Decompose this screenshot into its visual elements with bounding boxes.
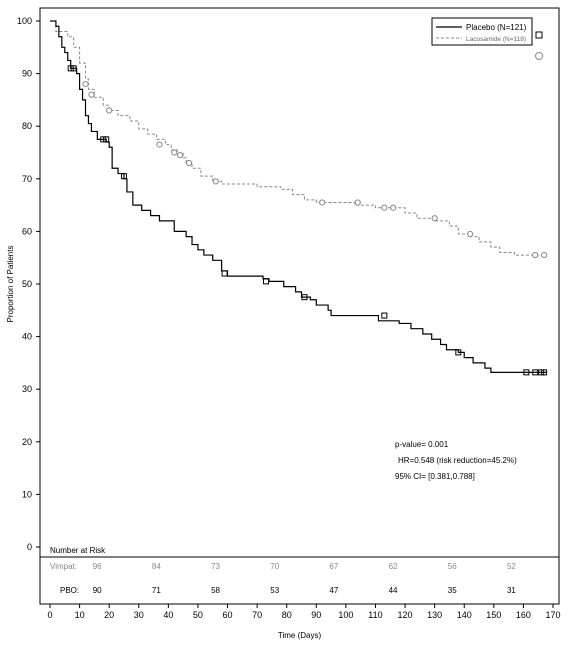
censor-marker-lacosamide	[381, 204, 388, 211]
y-axis: 0 10 20 30 40 50 60 70 80 90 100	[17, 16, 40, 552]
risk-count: 73	[211, 562, 220, 571]
censor-marker-placebo	[103, 136, 110, 143]
x-tick-label: 110	[368, 610, 382, 620]
annotation-hazard-ratio: HR=0.548 (risk reduction=45.2%)	[398, 456, 517, 465]
series-line-placebo	[50, 20, 548, 373]
censor-marker-lacosamide	[156, 141, 163, 148]
censor-marker-placebo	[221, 270, 228, 277]
y-tick-label: 10	[22, 489, 32, 499]
censor-marker-placebo	[523, 369, 530, 376]
legend-censor-square-marker	[535, 31, 543, 39]
censor-marker-lacosamide	[467, 230, 474, 238]
x-tick-label: 90	[311, 610, 321, 620]
risk-count: 44	[389, 586, 398, 595]
risk-count: 53	[270, 586, 279, 595]
y-tick-label: 0	[27, 542, 32, 552]
legend-censor-circle-marker	[535, 52, 543, 60]
x-tick-label: 150	[486, 610, 501, 620]
annotation-confidence-interval: 95% CI= [0.381,0.788]	[395, 472, 475, 481]
x-tick-label: 130	[427, 610, 442, 620]
x-tick-label: 40	[163, 610, 173, 620]
risk-row-label: Vimpat:	[50, 562, 77, 571]
x-tick-label: 20	[104, 610, 114, 620]
y-tick-label: 30	[22, 384, 32, 394]
risk-count: 56	[448, 562, 457, 571]
censor-marker-placebo	[455, 349, 462, 356]
legend-label-placebo: Placebo (N=121)	[466, 23, 527, 32]
plot-border	[39, 7, 560, 605]
censor-marker-placebo	[532, 369, 539, 376]
censor-marker-lacosamide	[319, 199, 326, 206]
risk-count: 96	[93, 562, 102, 571]
censor-marker-lacosamide	[354, 199, 361, 206]
y-tick-label: 90	[22, 69, 32, 79]
x-tick-label: 70	[252, 610, 262, 620]
y-tick-label: 50	[22, 279, 32, 289]
y-axis-label: Proportion of Patients	[6, 246, 15, 323]
series-line-lacosamide	[50, 20, 545, 256]
risk-row-label: PBO:	[60, 586, 79, 595]
risk-count: 71	[152, 586, 161, 595]
x-tick-label: 80	[282, 610, 292, 620]
censor-marker-lacosamide	[532, 251, 539, 259]
risk-count: 70	[270, 562, 279, 571]
y-tick-label: 40	[22, 332, 32, 342]
censor-marker-lacosamide	[177, 152, 184, 159]
x-tick-label: 100	[338, 610, 353, 620]
x-tick-label: 120	[398, 610, 413, 620]
risk-count: 47	[329, 586, 338, 595]
legend-box	[431, 17, 533, 46]
annotation-p-value: p-value= 0.001	[395, 440, 449, 449]
censor-marker-lacosamide	[212, 178, 219, 185]
risk-count: 90	[93, 586, 102, 595]
legend-label-lacosamide: Lacosamide (N=118)	[466, 36, 526, 43]
y-tick-label: 20	[22, 437, 32, 447]
censor-marker-placebo	[301, 294, 308, 301]
censor-marker-lacosamide	[82, 81, 89, 88]
risk-count: 67	[329, 562, 338, 571]
censor-marker-lacosamide	[106, 107, 113, 114]
risk-count: 84	[152, 562, 161, 571]
x-tick-label: 10	[75, 610, 85, 620]
censor-marker-lacosamide	[185, 159, 193, 167]
risk-count: 31	[507, 586, 516, 595]
x-tick-label: 60	[223, 610, 233, 620]
censor-marker-placebo	[262, 278, 269, 285]
censor-marker-lacosamide	[171, 149, 178, 156]
y-tick-label: 60	[22, 226, 32, 236]
legend: Placebo (N=121) Lacosamide (N=118)	[431, 17, 543, 60]
risk-count: 58	[211, 586, 220, 595]
y-tick-label: 100	[17, 16, 32, 26]
x-tick-label: 0	[47, 610, 52, 620]
risk-table: Vimpat: 96 84 73 70 67 62 56 52 PBO: 90 71 58 53 47 44 3…	[50, 562, 516, 595]
x-axis-label: Time (Days)	[278, 631, 322, 640]
x-tick-label: 30	[134, 610, 144, 620]
censor-marker-lacosamide	[390, 204, 397, 211]
x-tick-label: 50	[193, 610, 203, 620]
censor-marker-lacosamide	[431, 215, 438, 222]
censor-marker-placebo	[70, 65, 77, 72]
risk-count: 35	[448, 586, 457, 595]
risk-table-header: Number at Risk	[50, 546, 106, 555]
x-tick-label: 160	[516, 610, 531, 620]
censor-marker-placebo	[120, 173, 127, 180]
censor-marker-lacosamide	[541, 251, 548, 259]
risk-count: 62	[389, 562, 398, 571]
x-axis: 0 10 20 30 40 50 60 70 80 90 100 110 120 130 140 150 160…	[47, 604, 561, 620]
risk-count: 52	[507, 562, 516, 571]
y-tick-label: 80	[22, 121, 32, 131]
censor-marker-lacosamide	[88, 91, 95, 98]
series-layer	[50, 20, 548, 376]
y-tick-label: 70	[22, 174, 32, 184]
x-tick-label: 170	[545, 610, 560, 620]
censor-marker-placebo	[541, 369, 548, 376]
x-tick-label: 140	[457, 610, 472, 620]
censor-marker-placebo	[381, 312, 388, 319]
